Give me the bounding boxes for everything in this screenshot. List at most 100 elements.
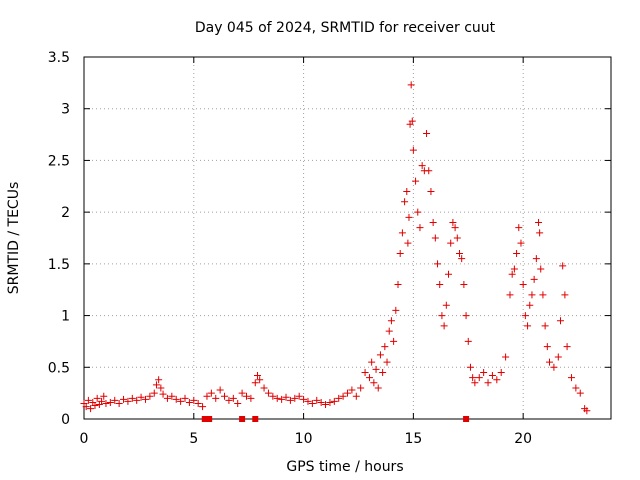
data-point: [464, 337, 472, 345]
data-point: [120, 395, 128, 403]
data-point: [379, 368, 387, 376]
data-point: [106, 398, 114, 406]
data-point: [256, 376, 264, 384]
data-point: [278, 395, 286, 403]
data-point: [408, 117, 416, 125]
data-point: [335, 394, 343, 402]
data-point: [416, 224, 424, 232]
data-point: [385, 327, 393, 335]
data-point: [381, 343, 389, 351]
data-point: [308, 399, 316, 407]
data-point: [207, 389, 215, 397]
data-point: [445, 270, 453, 278]
data-point: [546, 358, 554, 366]
x-axis-label: GPS time / hours: [286, 459, 403, 475]
data-point: [537, 265, 545, 273]
data-point: [539, 291, 547, 299]
data-point: [559, 262, 567, 270]
data-point: [291, 394, 299, 402]
data-point: [532, 255, 540, 263]
data-point: [427, 187, 435, 195]
data-point: [469, 374, 477, 382]
data-point: [554, 353, 562, 361]
data-point: [216, 386, 224, 394]
data-point: [536, 229, 544, 237]
data-point: [376, 351, 384, 359]
x-tick-label: 5: [189, 431, 198, 447]
data-point: [260, 384, 268, 392]
data-point: [513, 250, 521, 258]
data-point: [225, 396, 233, 404]
data-point: [405, 213, 413, 221]
data-point-square: [463, 416, 470, 422]
x-tick-label: 15: [404, 431, 422, 447]
data-point: [506, 291, 514, 299]
data-point: [455, 250, 463, 258]
data-point: [510, 265, 518, 273]
data-point: [253, 372, 261, 380]
data-points: [80, 81, 591, 422]
data-point: [398, 229, 406, 237]
x-tick-label: 0: [80, 431, 89, 447]
data-point: [199, 403, 207, 411]
data-point: [128, 394, 136, 402]
axis-ticks: [83, 56, 611, 420]
data-point: [286, 396, 294, 404]
data-point: [396, 250, 404, 258]
data-point: [440, 322, 448, 330]
data-point: [429, 218, 437, 226]
data-point: [480, 368, 488, 376]
data-point: [361, 368, 369, 376]
data-point: [572, 384, 580, 392]
data-point: [497, 368, 505, 376]
data-point: [471, 379, 479, 387]
y-tick-label: 3: [61, 102, 70, 118]
data-point: [264, 389, 272, 397]
data-point: [368, 358, 376, 366]
y-tick-label: 2.5: [48, 153, 70, 169]
data-point: [407, 81, 415, 89]
data-point: [374, 384, 382, 392]
data-point: [528, 291, 536, 299]
data-point: [423, 130, 431, 138]
data-point: [401, 198, 409, 206]
data-point: [150, 389, 158, 397]
data-point: [339, 392, 347, 400]
data-point: [234, 399, 242, 407]
data-point: [172, 395, 180, 403]
data-point: [124, 397, 132, 405]
x-tick-label: 10: [295, 431, 313, 447]
y-tick-label: 2: [61, 205, 70, 221]
data-point: [453, 234, 461, 242]
data-point: [203, 392, 211, 400]
data-point: [462, 312, 470, 320]
data-point: [273, 394, 281, 402]
data-point: [414, 208, 422, 216]
data-point: [508, 270, 516, 278]
data-point: [111, 396, 119, 404]
data-point: [300, 395, 308, 403]
data-point: [493, 376, 501, 384]
data-point: [561, 291, 569, 299]
data-point: [475, 374, 483, 382]
data-point: [317, 398, 325, 406]
data-point: [390, 337, 398, 345]
data-point: [412, 177, 420, 185]
data-point: [91, 402, 99, 410]
data-point: [141, 395, 149, 403]
data-point: [163, 394, 171, 402]
y-tick-label: 0: [61, 412, 70, 428]
y-tick-label: 3.5: [48, 50, 70, 66]
data-point: [576, 389, 584, 397]
data-point: [251, 379, 259, 387]
data-point: [567, 374, 575, 382]
data-point: [159, 390, 167, 398]
data-point: [357, 384, 365, 392]
data-point: [348, 386, 356, 394]
data-point: [403, 187, 411, 195]
data-point: [524, 322, 532, 330]
data-point: [194, 399, 202, 407]
data-point: [238, 389, 246, 397]
y-axis-label: SRMTID / TECUs: [6, 182, 22, 295]
data-point: [392, 306, 400, 314]
